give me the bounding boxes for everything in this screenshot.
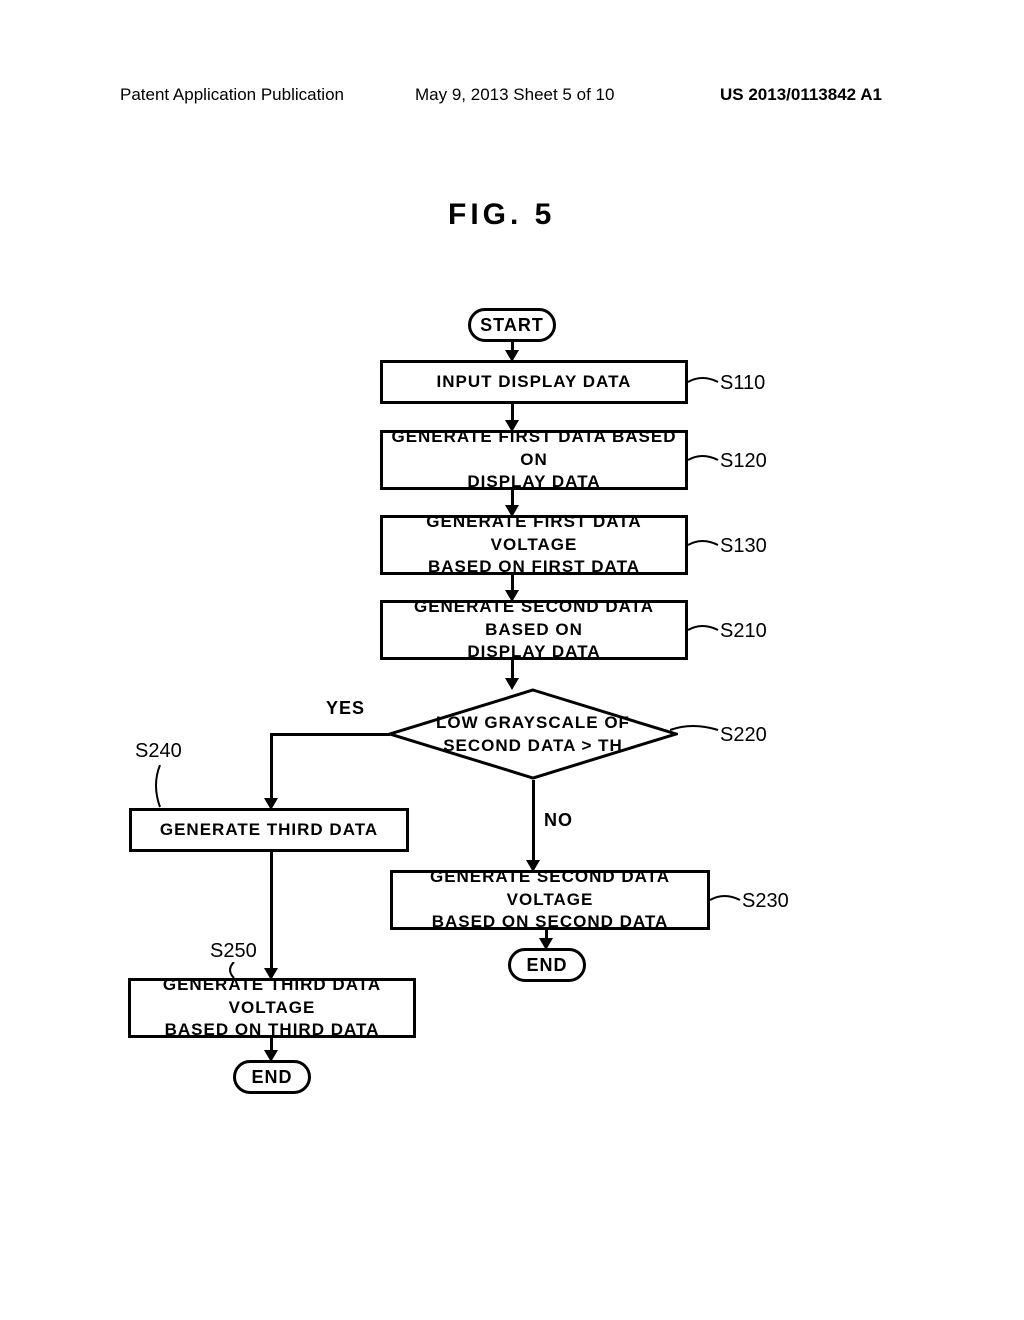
end-terminal-2: END — [233, 1060, 311, 1094]
step-label-s230: S230 — [742, 890, 789, 913]
connector — [532, 780, 535, 862]
process-text: GENERATE FIRST DATA VOLTAGE BASED ON FIR… — [389, 511, 679, 580]
no-label: NO — [544, 810, 573, 831]
leader-line — [688, 450, 720, 470]
process-s120: GENERATE FIRST DATA BASED ON DISPLAY DAT… — [380, 430, 688, 490]
leader-line — [224, 962, 244, 980]
process-s210: GENERATE SECOND DATA BASED ON DISPLAY DA… — [380, 600, 688, 660]
connector — [270, 852, 273, 970]
step-label-s250: S250 — [210, 940, 257, 963]
header-left: Patent Application Publication — [120, 85, 344, 105]
header-center: May 9, 2013 Sheet 5 of 10 — [415, 85, 614, 105]
start-terminal: START — [468, 308, 556, 342]
leader-line — [688, 372, 720, 392]
step-label-s220: S220 — [720, 724, 767, 747]
yes-label: YES — [326, 698, 365, 719]
process-text: GENERATE SECOND DATA BASED ON DISPLAY DA… — [389, 596, 679, 665]
process-s110: INPUT DISPLAY DATA — [380, 360, 688, 404]
process-s130: GENERATE FIRST DATA VOLTAGE BASED ON FIR… — [380, 515, 688, 575]
process-s240: GENERATE THIRD DATA — [129, 808, 409, 852]
decision-text: LOW GRAYSCALE OF SECOND DATA > TH — [388, 712, 678, 758]
process-text: GENERATE THIRD DATA VOLTAGE BASED ON THI… — [137, 974, 407, 1043]
step-label-s210: S210 — [720, 620, 767, 643]
step-label-s110: S110 — [720, 372, 765, 395]
patent-figure-page: Patent Application Publication May 9, 20… — [0, 0, 1024, 1320]
connector — [270, 733, 390, 736]
step-label-s120: S120 — [720, 450, 767, 473]
leader-line — [688, 620, 720, 640]
figure-title: FIG. 5 — [448, 198, 555, 232]
leader-line — [150, 765, 170, 809]
step-label-s240: S240 — [135, 740, 182, 763]
process-s250: GENERATE THIRD DATA VOLTAGE BASED ON THI… — [128, 978, 416, 1038]
step-label-s130: S130 — [720, 535, 767, 558]
process-s230: GENERATE SECOND DATA VOLTAGE BASED ON SE… — [390, 870, 710, 930]
leader-line — [710, 890, 742, 910]
leader-line — [688, 535, 720, 555]
decision-s220: LOW GRAYSCALE OF SECOND DATA > TH — [388, 688, 678, 780]
connector — [270, 733, 273, 801]
header-right: US 2013/0113842 A1 — [720, 85, 882, 105]
leader-line — [670, 720, 720, 740]
process-text: GENERATE FIRST DATA BASED ON DISPLAY DAT… — [389, 426, 679, 495]
end-terminal-1: END — [508, 948, 586, 982]
process-text: GENERATE SECOND DATA VOLTAGE BASED ON SE… — [399, 866, 701, 935]
